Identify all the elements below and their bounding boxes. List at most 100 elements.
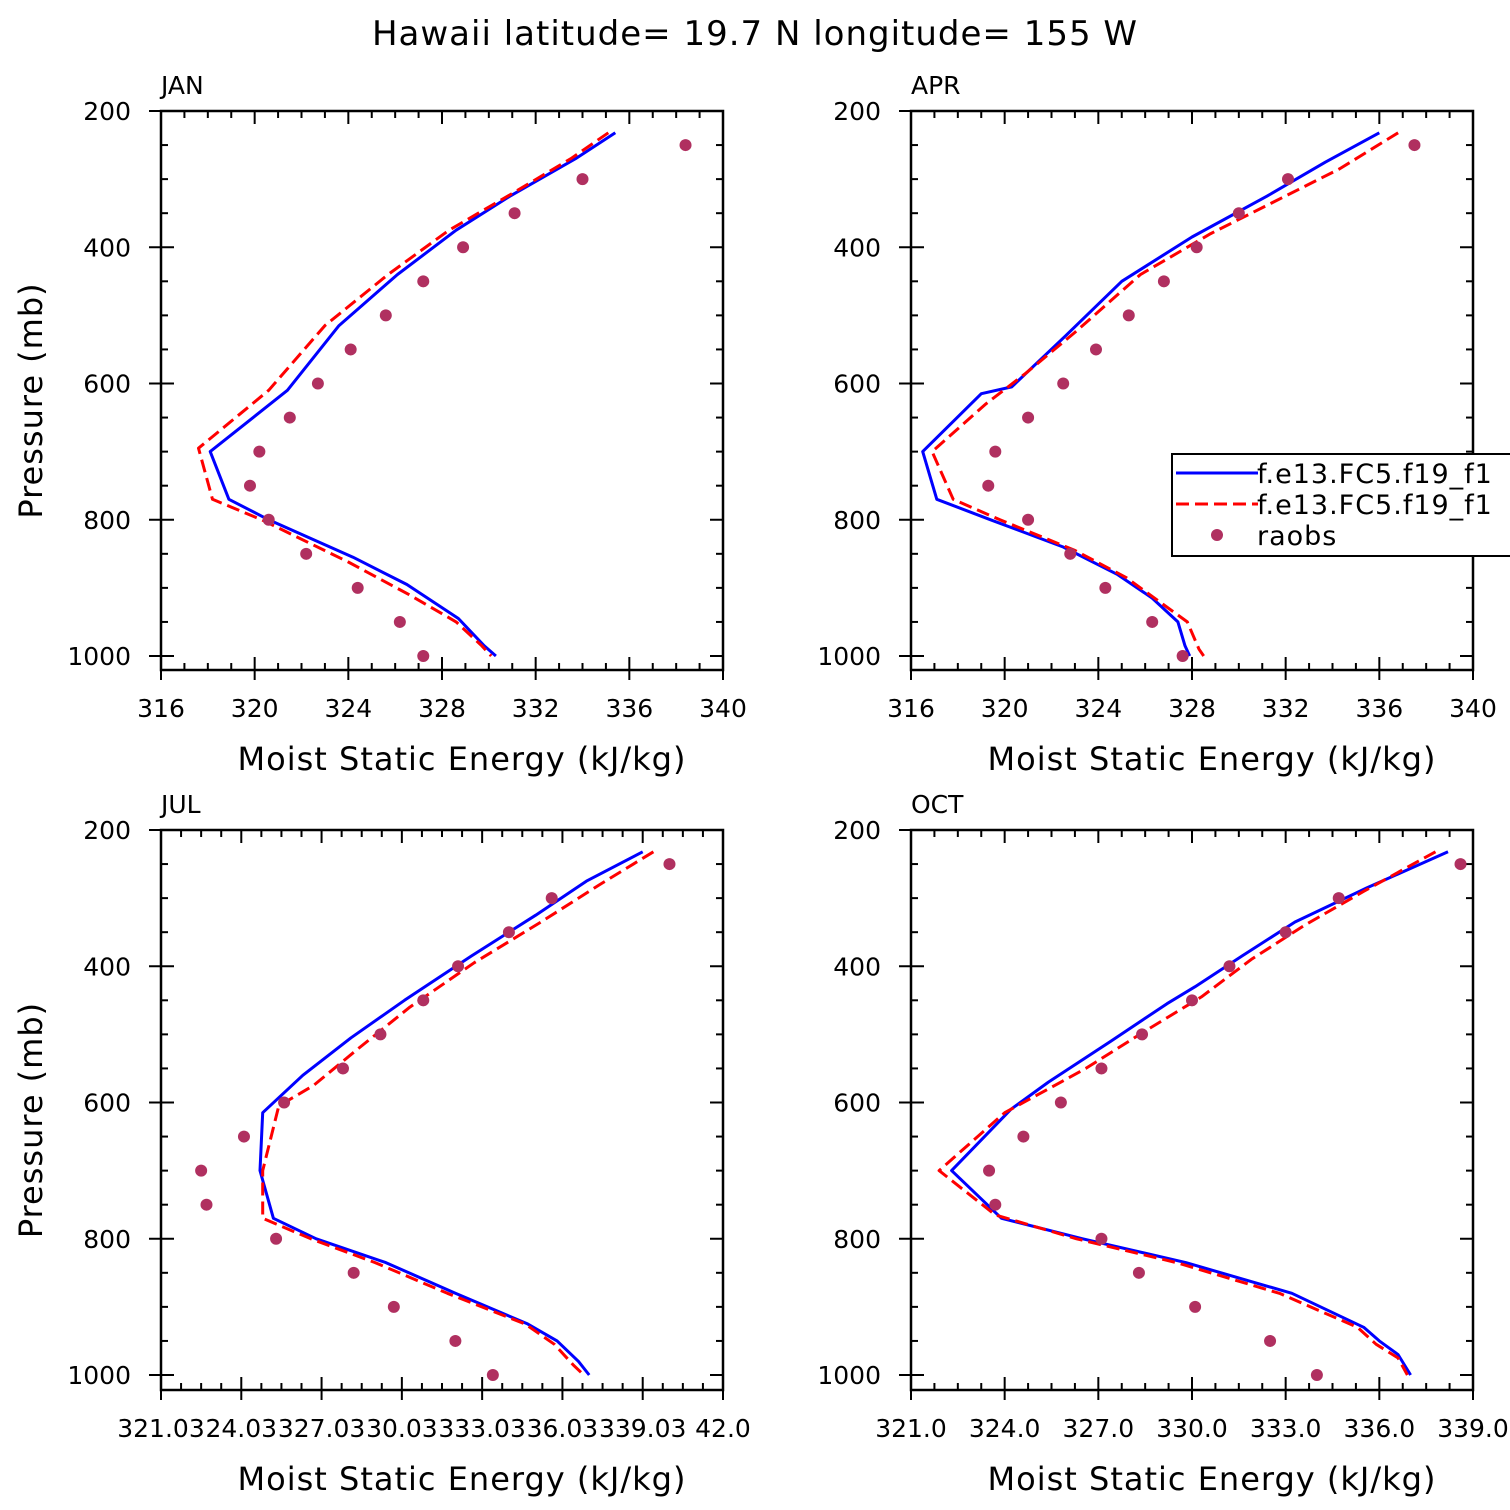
x-tick-label: 336.0 — [1344, 1414, 1416, 1443]
y-tick-label: 800 — [83, 506, 131, 535]
y-axis-title: Pressure (mb) — [12, 1002, 50, 1238]
x-tick-label: 330.0 — [1156, 1414, 1228, 1443]
raobs-point — [387, 1300, 400, 1313]
raobs-point — [344, 343, 357, 356]
raobs-point — [1282, 173, 1295, 186]
x-tick-label: 324 — [324, 694, 372, 723]
panel-jul: JUL 200 400 600 800 1000 321.03 24.03 327.03 30.0… — [12, 790, 751, 1498]
raobs-point — [1022, 411, 1035, 424]
raobs-point — [200, 1198, 213, 1211]
data-layer — [197, 131, 692, 662]
x-axis-title: Moist Static Energy (kJ/kg) — [238, 740, 687, 778]
x-tick-label: 42.0 — [695, 1414, 751, 1443]
panel-label: JAN — [159, 71, 204, 100]
raobs-point — [486, 1369, 499, 1381]
x-tick-label: 340 — [699, 694, 747, 723]
raobs-point — [311, 377, 324, 390]
y-tick-label: 600 — [83, 1089, 131, 1118]
raobs-point — [1186, 994, 1198, 1007]
x-tick-label: 30.03 — [366, 1414, 438, 1443]
x-tick-label: 340 — [1449, 694, 1497, 723]
raobs-point — [502, 926, 515, 939]
y-tick-label: 600 — [833, 1089, 881, 1118]
x-tick-label: 332 — [1262, 694, 1310, 723]
raobs-point — [253, 445, 266, 458]
x-tick-label: 316 — [887, 694, 935, 723]
raobs-point — [545, 892, 558, 905]
x-tick-label: 320 — [231, 694, 279, 723]
raobs-point — [1190, 241, 1203, 254]
raobs-point — [1054, 1096, 1067, 1109]
raobs-point — [1454, 858, 1467, 871]
y-tick-label: 400 — [83, 952, 131, 981]
panel-label: APR — [911, 71, 961, 100]
raobs-point — [1408, 139, 1421, 152]
x-tick-label: 320 — [981, 694, 1029, 723]
raobs-point — [417, 275, 430, 288]
raobs-point — [1017, 1130, 1030, 1143]
x-tick-label: 333.0 — [1250, 1414, 1322, 1443]
y-tick-label: 400 — [833, 952, 881, 981]
raobs-point — [1279, 926, 1292, 939]
raobs-point — [195, 1164, 208, 1177]
raobs-point — [576, 173, 589, 186]
model-line-solid — [258, 850, 644, 1376]
y-tick-label: 200 — [833, 816, 881, 845]
x-tick-label: 333.03 — [438, 1414, 525, 1443]
y-tick-label: 600 — [833, 370, 881, 399]
model-line-dashed — [261, 850, 655, 1377]
model-line-solid — [921, 131, 1381, 657]
y-tick-label: 200 — [833, 97, 881, 126]
raobs-point — [508, 207, 521, 220]
x-tick-label: 327.03 — [278, 1414, 365, 1443]
y-tick-label: 600 — [83, 370, 131, 399]
x-tick-label: 316 — [137, 694, 185, 723]
raobs-point — [1332, 892, 1345, 905]
legend-label: raobs — [1257, 521, 1337, 552]
x-tick-label: 24.03 — [205, 1414, 277, 1443]
y-tick-label: 200 — [83, 816, 131, 845]
y-tick-label: 1000 — [817, 1361, 881, 1390]
x-tick-label: 321.03 — [117, 1414, 204, 1443]
data-layer — [937, 850, 1467, 1381]
raobs-point — [1099, 581, 1112, 594]
raobs-point — [679, 139, 692, 152]
raobs-point — [1122, 309, 1135, 322]
raobs-point — [300, 547, 313, 560]
x-axis-title: Moist Static Energy (kJ/kg) — [238, 1460, 687, 1498]
raobs-point — [351, 581, 364, 594]
x-tick-label: 332 — [512, 694, 560, 723]
x-tick-label: 324 — [1074, 694, 1122, 723]
legend-box — [1171, 453, 1510, 557]
legend-label: f.e13.FC5.f19_f1 — [1257, 459, 1493, 490]
raobs-point — [1223, 960, 1236, 973]
legend-marker — [1211, 529, 1223, 541]
raobs-point — [989, 1198, 1002, 1211]
raobs-point — [1095, 1062, 1108, 1075]
raobs-point — [982, 479, 995, 492]
model-line-dashed — [197, 131, 610, 658]
raobs-point — [1189, 1300, 1202, 1313]
x-axis-title: Moist Static Energy (kJ/kg) — [988, 740, 1437, 778]
y-axis-title: Pressure (mb) — [12, 282, 50, 518]
legend-label: f.e13.FC5.f19_f1 — [1257, 490, 1493, 521]
x-axis-title: Moist Static Energy (kJ/kg) — [988, 1460, 1437, 1498]
raobs-point — [379, 309, 392, 322]
raobs-point — [237, 1130, 250, 1143]
plot-frame — [159, 109, 725, 672]
x-tick-label: 336 — [605, 694, 653, 723]
raobs-point — [1232, 207, 1245, 220]
model-line-solid — [950, 850, 1449, 1376]
x-tick-label: 327.0 — [1063, 1414, 1135, 1443]
model-line-dashed — [937, 850, 1437, 1376]
raobs-point — [663, 858, 676, 871]
raobs-point — [452, 960, 465, 973]
panel-oct: OCT 200 400 600 800 1000 321.0 324.0 327.0 330.0 3… — [817, 790, 1508, 1498]
raobs-point — [270, 1232, 283, 1245]
y-tick-label: 1000 — [817, 642, 881, 671]
